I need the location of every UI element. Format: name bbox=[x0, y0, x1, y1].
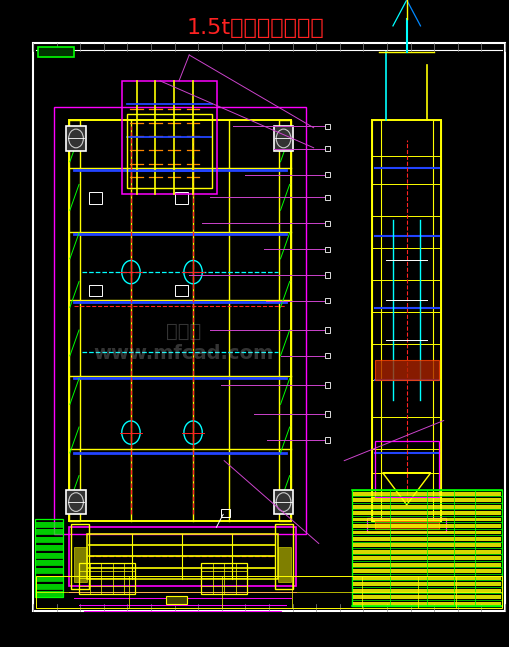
Bar bbox=[374, 521, 438, 529]
Bar bbox=[36, 576, 501, 608]
Bar bbox=[352, 589, 500, 593]
Bar bbox=[352, 576, 500, 580]
Bar bbox=[79, 563, 135, 594]
Bar bbox=[69, 120, 290, 521]
Bar bbox=[127, 114, 211, 188]
Bar bbox=[35, 529, 63, 534]
Bar bbox=[220, 509, 230, 517]
Bar bbox=[351, 490, 501, 606]
Bar bbox=[374, 441, 438, 497]
Bar bbox=[38, 47, 74, 57]
Bar bbox=[352, 582, 500, 586]
Bar bbox=[352, 498, 500, 502]
Bar bbox=[352, 595, 500, 599]
Bar bbox=[175, 285, 188, 296]
Bar bbox=[372, 120, 440, 521]
Bar bbox=[35, 576, 63, 581]
Bar bbox=[352, 543, 500, 547]
Bar bbox=[69, 120, 80, 521]
Bar bbox=[66, 490, 86, 514]
Bar bbox=[273, 126, 293, 151]
Bar bbox=[275, 524, 293, 589]
Bar bbox=[35, 584, 63, 589]
Bar bbox=[74, 547, 87, 582]
Bar bbox=[352, 550, 500, 554]
Bar bbox=[352, 569, 500, 573]
Bar bbox=[66, 126, 86, 151]
Bar bbox=[352, 531, 500, 534]
Bar bbox=[352, 505, 500, 509]
Bar bbox=[324, 437, 329, 443]
Bar bbox=[352, 537, 500, 541]
Bar bbox=[69, 527, 295, 586]
Bar bbox=[372, 120, 380, 521]
Bar bbox=[324, 146, 329, 151]
Bar bbox=[35, 591, 63, 597]
Bar bbox=[277, 547, 290, 582]
Bar bbox=[366, 518, 445, 532]
Bar bbox=[324, 327, 329, 333]
Bar bbox=[374, 360, 438, 380]
Bar bbox=[166, 596, 186, 604]
Bar bbox=[175, 192, 188, 204]
Bar bbox=[35, 553, 63, 558]
Bar bbox=[273, 490, 293, 514]
Bar bbox=[352, 511, 500, 515]
Bar bbox=[324, 272, 329, 278]
Bar bbox=[324, 411, 329, 417]
Bar bbox=[324, 247, 329, 252]
Text: 1.5t双层四车窄罐笼: 1.5t双层四车窄罐笼 bbox=[186, 19, 323, 38]
Bar bbox=[324, 172, 329, 177]
Bar bbox=[201, 563, 247, 594]
Bar bbox=[87, 534, 277, 579]
Bar bbox=[324, 195, 329, 200]
Bar bbox=[33, 43, 504, 611]
Bar bbox=[71, 524, 89, 589]
Bar bbox=[35, 560, 63, 565]
Bar bbox=[122, 81, 216, 194]
Bar bbox=[35, 568, 63, 573]
Bar bbox=[35, 545, 63, 550]
Bar bbox=[324, 353, 329, 358]
Bar bbox=[324, 298, 329, 303]
Bar bbox=[352, 563, 500, 567]
Bar bbox=[432, 120, 440, 521]
Bar bbox=[352, 524, 500, 528]
Bar bbox=[324, 382, 329, 388]
Bar bbox=[53, 107, 305, 534]
Bar bbox=[35, 521, 63, 527]
Bar bbox=[89, 285, 102, 296]
Bar bbox=[352, 602, 500, 606]
Bar bbox=[352, 556, 500, 560]
Bar bbox=[324, 124, 329, 129]
Bar bbox=[352, 492, 500, 496]
Bar bbox=[35, 519, 63, 597]
Bar bbox=[352, 518, 500, 521]
Bar bbox=[324, 221, 329, 226]
Bar bbox=[35, 537, 63, 542]
Bar bbox=[89, 192, 102, 204]
Text: 沐风网
www.mfcad.com: 沐风网 www.mfcad.com bbox=[93, 322, 273, 364]
Bar bbox=[279, 120, 290, 521]
